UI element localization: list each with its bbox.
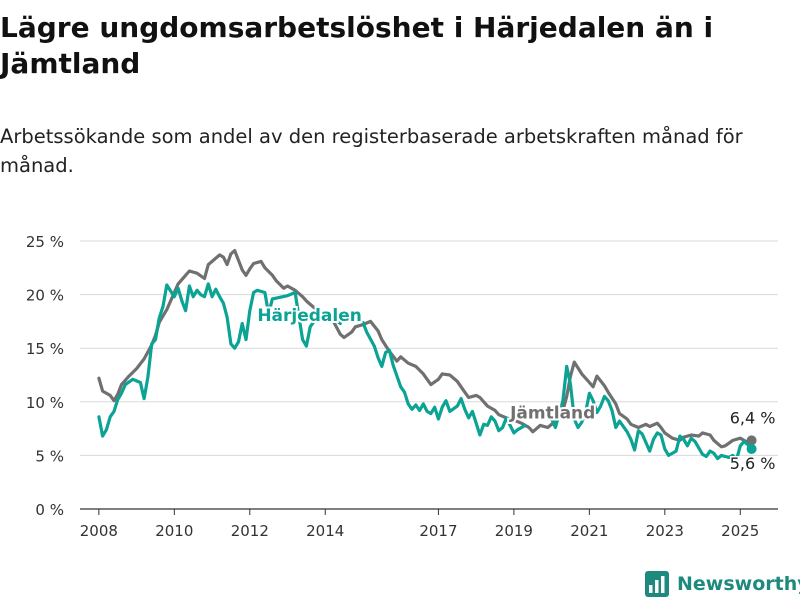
y-tick-label: 10 % — [26, 394, 64, 412]
y-tick-label: 0 % — [35, 501, 64, 519]
x-tick-label: 2010 — [155, 522, 193, 540]
grid-lines — [80, 240, 778, 510]
newsworthy-logo: Newsworthy — [645, 568, 800, 600]
chart-subtitle: Arbetssökande som andel av den registerb… — [0, 125, 743, 177]
x-tick-label: 2014 — [306, 522, 344, 540]
series-line-jamtland — [97, 249, 754, 449]
series-name-harjedalen: Härjedalen — [257, 306, 362, 326]
series-endpoint-harjedalen — [746, 443, 757, 454]
axes: 0 % 5 % 10 % 15 % 20 % 25 % 2008 2010 2012 2014 20… — [26, 233, 759, 540]
chart-title: Lägre ungdomsarbetslöshet i Härjedalen ä… — [0, 11, 714, 80]
newsworthy-bar-chart-icon — [645, 571, 669, 597]
y-tick-label: 20 % — [26, 287, 64, 305]
x-tick-label: 2008 — [80, 522, 118, 540]
series-labels: Jämtland Härjedalen 6,4 % 5,6 % — [255, 304, 777, 475]
x-tick-label: 2012 — [231, 522, 269, 540]
series-endpoint-jamtland — [746, 435, 757, 446]
series-lines — [97, 249, 757, 462]
x-tick-label: 2017 — [419, 522, 457, 540]
x-tick-label: 2023 — [646, 522, 684, 540]
y-tick-label: 5 % — [35, 447, 64, 465]
series-line-harjedalen — [97, 282, 754, 462]
y-tick-label: 25 % — [26, 233, 64, 251]
brand-name: Newsworthy — [677, 573, 800, 595]
x-tick-label: 2019 — [495, 522, 533, 540]
line-chart: 0 % 5 % 10 % 15 % 20 % 25 % 2008 2010 2012 2014 20… — [26, 233, 778, 540]
y-tick-label: 15 % — [26, 340, 64, 358]
x-tick-label: 2021 — [570, 522, 608, 540]
end-value-label-harjedalen: 5,6 % — [730, 454, 776, 473]
series-name-jamtland: Jämtland — [509, 404, 595, 424]
x-tick-label: 2025 — [721, 522, 759, 540]
end-value-label-jamtland: 6,4 % — [730, 408, 776, 427]
